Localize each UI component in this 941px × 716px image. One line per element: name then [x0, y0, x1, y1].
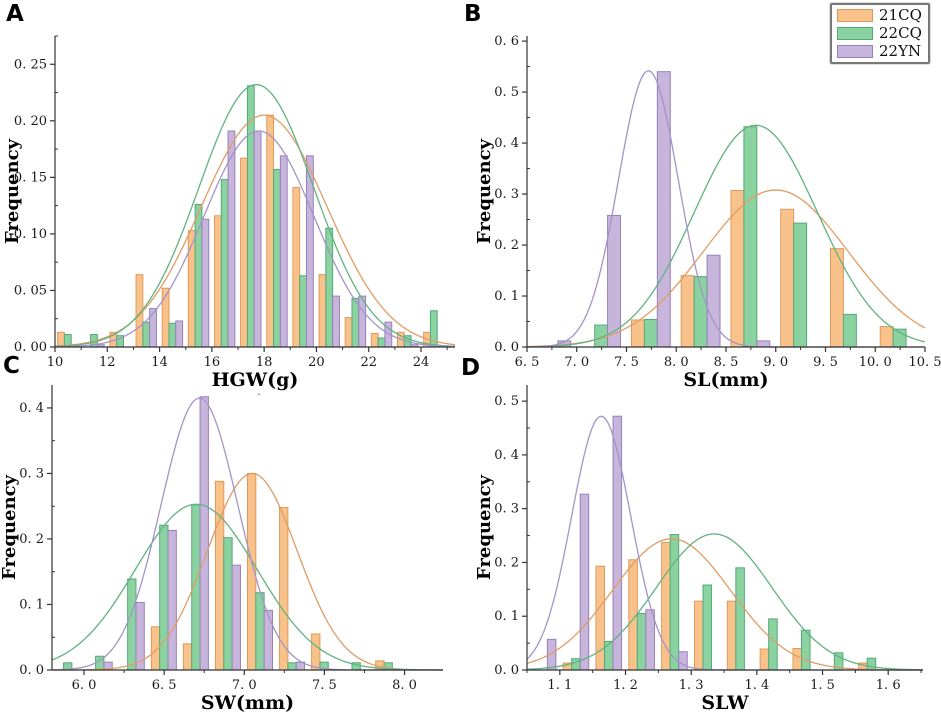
panel-b-sl-chart: 6. 5 7. 0 7. 5 8. 0 8. 5 9. 0 9. 5 10. 0 10. 5 0.…	[474, 34, 941, 391]
svg-text:7. 0: 7. 0	[232, 678, 257, 693]
svg-text:1. 6: 1. 6	[876, 678, 901, 693]
svg-text:1. 5: 1. 5	[810, 678, 835, 693]
svg-text:0. 3: 0. 3	[494, 187, 519, 202]
svg-text:0. 3: 0. 3	[19, 466, 44, 481]
svg-text:6. 5: 6. 5	[515, 355, 540, 370]
svg-text:0. 6: 0. 6	[494, 34, 519, 49]
svg-text:Frequency: Frequency	[0, 474, 20, 580]
svg-text:0. 1: 0. 1	[19, 597, 44, 612]
svg-text:0. 0: 0. 0	[19, 663, 44, 678]
svg-text:1. 1: 1. 1	[547, 678, 572, 693]
svg-text:12: 12	[99, 355, 116, 370]
svg-text:0. 4: 0. 4	[494, 136, 519, 151]
svg-text:0. 20: 0. 20	[14, 114, 47, 129]
svg-text:0. 05: 0. 05	[14, 283, 47, 298]
svg-text:20: 20	[308, 355, 325, 370]
svg-text:7. 5: 7. 5	[614, 355, 639, 370]
legend: 21CQ 22CQ 22YN	[830, 3, 930, 64]
svg-text:Frequency: Frequency	[474, 474, 495, 580]
panel-c-sw-chart: 6. 0 6. 5 7. 0 7. 5 8. 0 0. 0 0. 1 0. 2 0. 3 0. 4…	[0, 385, 444, 714]
svg-text:0. 2: 0. 2	[494, 238, 519, 253]
svg-text:8. 0: 8. 0	[664, 355, 689, 370]
svg-text:0. 4: 0. 4	[19, 401, 44, 416]
svg-text:8. 0: 8. 0	[392, 678, 417, 693]
svg-text:0. 25: 0. 25	[14, 57, 47, 72]
svg-text:0. 5: 0. 5	[494, 394, 519, 409]
svg-text:0. 0: 0. 0	[494, 663, 519, 678]
svg-text:SLW: SLW	[701, 692, 749, 714]
svg-text:0. 1: 0. 1	[494, 289, 519, 304]
svg-text:0. 1: 0. 1	[494, 609, 519, 624]
svg-text:0. 0: 0. 0	[494, 340, 519, 355]
svg-text:1. 2: 1. 2	[613, 678, 638, 693]
legend-swatch-22yn	[837, 45, 873, 58]
svg-text:0. 5: 0. 5	[494, 85, 519, 100]
svg-text:0. 2: 0. 2	[494, 555, 519, 570]
svg-text:6. 0: 6. 0	[72, 678, 97, 693]
legend-item-22cq: 22CQ	[837, 26, 922, 41]
svg-text:SW(mm): SW(mm)	[201, 692, 294, 714]
svg-text:7. 0: 7. 0	[564, 355, 589, 370]
legend-label-22cq: 22CQ	[879, 24, 922, 42]
legend-label-21cq: 21CQ	[879, 6, 922, 24]
svg-text:14: 14	[151, 355, 168, 370]
legend-item-22yn: 22YN	[837, 44, 922, 59]
svg-text:10. 5: 10. 5	[908, 355, 941, 370]
panel-a-hgw-chart: 10 12 14 16 18 20 22 24 0. 00 0. 05 0. 10 0. 15 0. 2…	[2, 35, 456, 400]
svg-text:22: 22	[360, 355, 377, 370]
legend-swatch-22cq	[837, 27, 873, 40]
svg-text:8. 5: 8. 5	[714, 355, 739, 370]
svg-text:0. 3: 0. 3	[494, 502, 519, 517]
legend-item-21cq: 21CQ	[837, 8, 922, 23]
svg-text:10: 10	[47, 355, 64, 370]
svg-text:9. 0: 9. 0	[763, 355, 788, 370]
svg-text:0. 10: 0. 10	[14, 227, 47, 242]
panel-letter-b: B	[464, 1, 482, 27]
svg-text:0. 00: 0. 00	[14, 340, 47, 355]
svg-text:0. 15: 0. 15	[14, 170, 47, 185]
svg-text:1. 3: 1. 3	[679, 678, 704, 693]
svg-text:0. 4: 0. 4	[494, 448, 519, 463]
svg-text:24: 24	[413, 355, 430, 370]
svg-text:SL(mm): SL(mm)	[683, 369, 768, 391]
panel-letter-a: A	[6, 1, 24, 27]
svg-text:-: -	[257, 389, 260, 400]
svg-text:9. 5: 9. 5	[813, 355, 838, 370]
legend-swatch-21cq	[837, 9, 873, 22]
svg-text:HGW(g): HGW(g)	[212, 369, 299, 391]
svg-text:0. 2: 0. 2	[19, 532, 44, 547]
svg-text:6. 5: 6. 5	[152, 678, 177, 693]
panel-d-slw-chart: 1. 1 1. 2 1. 3 1. 4 1. 5 1. 6 0. 0 0. 1 0. 2 0. 3…	[474, 385, 924, 714]
svg-text:Frequency: Frequency	[474, 138, 495, 244]
svg-text:10. 0: 10. 0	[859, 355, 892, 370]
svg-text:7. 5: 7. 5	[312, 678, 337, 693]
panel-letter-c: C	[3, 353, 20, 379]
svg-text:16: 16	[204, 355, 221, 370]
svg-text:1. 4: 1. 4	[744, 678, 769, 693]
panel-letter-d: D	[461, 355, 481, 381]
svg-text:18: 18	[256, 355, 273, 370]
svg-text:Frequency: Frequency	[2, 138, 23, 244]
legend-label-22yn: 22YN	[879, 42, 922, 60]
